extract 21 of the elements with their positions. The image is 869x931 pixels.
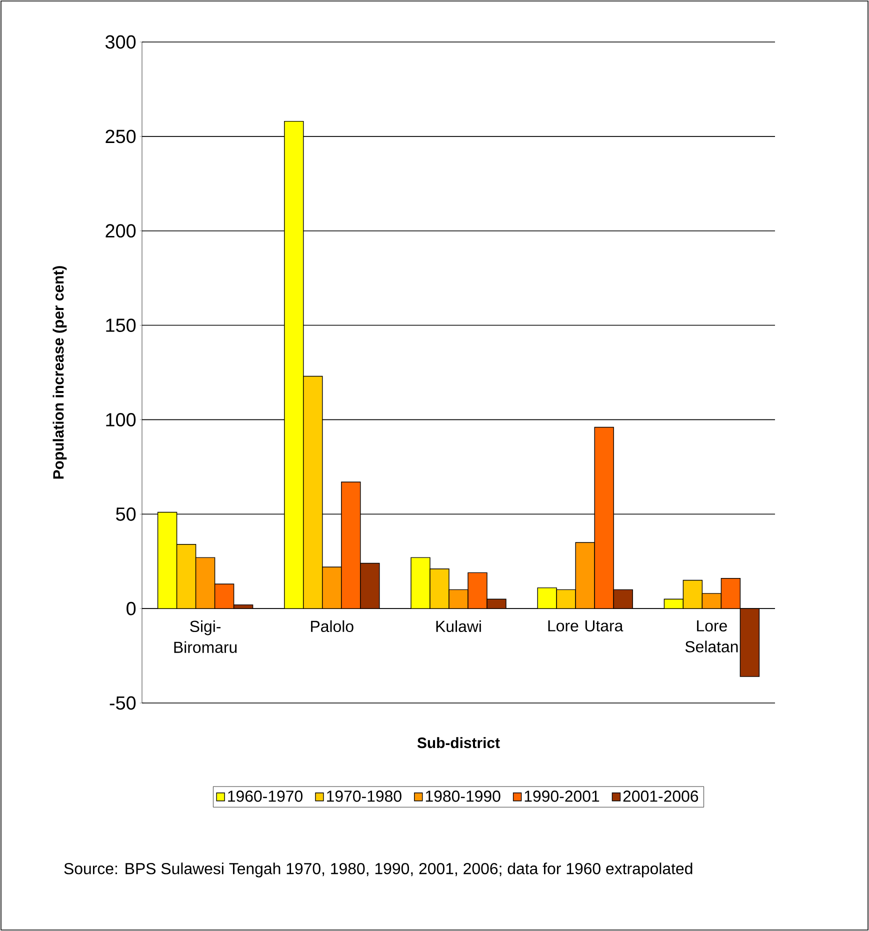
x-tick-label: Lore Utara	[548, 620, 624, 632]
legend-label: 1980-1990	[426, 790, 500, 802]
legend-label: 1990-2001	[524, 790, 600, 802]
y-tick-label: 250	[106, 130, 136, 144]
x-tick-label: Lore Selatan	[685, 620, 738, 652]
y-tick-label: 300	[105, 35, 136, 49]
legend-label: 1970-1980	[327, 790, 402, 802]
y-axis-title: Population increase (per cent)	[52, 266, 67, 479]
y-tick-label: 200	[106, 224, 136, 238]
legend-label: 1960-1970	[228, 790, 302, 802]
legend-label: 2001-2006	[623, 790, 698, 802]
x-axis-title: Sub-district	[417, 737, 500, 748]
y-tick-label: 0	[126, 602, 136, 616]
y-tick-label: -50	[110, 696, 136, 710]
y-tick-label: 150	[106, 318, 136, 332]
source-note: Source: BPS Sulawesi Tengah 1970, 1980, 1990, 2001, 2006; data for 1960 extrapolated	[64, 862, 692, 878]
y-tick-label: 50	[116, 507, 136, 521]
y-tick-label: 100	[106, 413, 136, 426]
x-tick-label: Kulawi	[436, 620, 481, 632]
x-tick-label: Palolo	[311, 620, 354, 632]
x-tick-label: Sigi-Biromaru	[174, 620, 237, 653]
